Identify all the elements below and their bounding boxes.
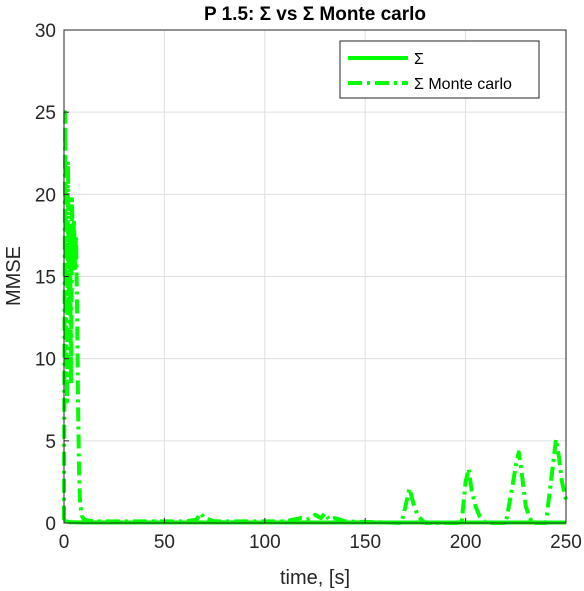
x-axis-label: time, [s] xyxy=(280,567,350,589)
legend-label-sigma: Σ xyxy=(414,51,424,68)
y-tick-label: 30 xyxy=(35,21,56,42)
y-axis-label: MMSE xyxy=(3,246,25,306)
x-tick-label: 250 xyxy=(550,532,582,553)
y-tick-label: 15 xyxy=(35,268,56,289)
y-tick-label: 20 xyxy=(35,185,56,206)
y-tick-label: 10 xyxy=(35,350,56,371)
x-tick-label: 200 xyxy=(450,532,482,553)
y-tick-label: 25 xyxy=(35,103,56,124)
chart-title: P 1.5: Σ vs Σ Monte carlo xyxy=(204,4,426,25)
y-tick-label: 0 xyxy=(45,514,56,535)
x-tick-label: 50 xyxy=(154,532,175,553)
y-tick-label: 5 xyxy=(45,432,56,453)
legend-label-monte-carlo: Σ Monte carlo xyxy=(414,76,512,93)
x-tick-label: 0 xyxy=(59,532,70,553)
x-tick-label: 150 xyxy=(349,532,381,553)
x-tick-label: 100 xyxy=(249,532,281,553)
legend: Σ Σ Monte carlo xyxy=(340,41,539,98)
